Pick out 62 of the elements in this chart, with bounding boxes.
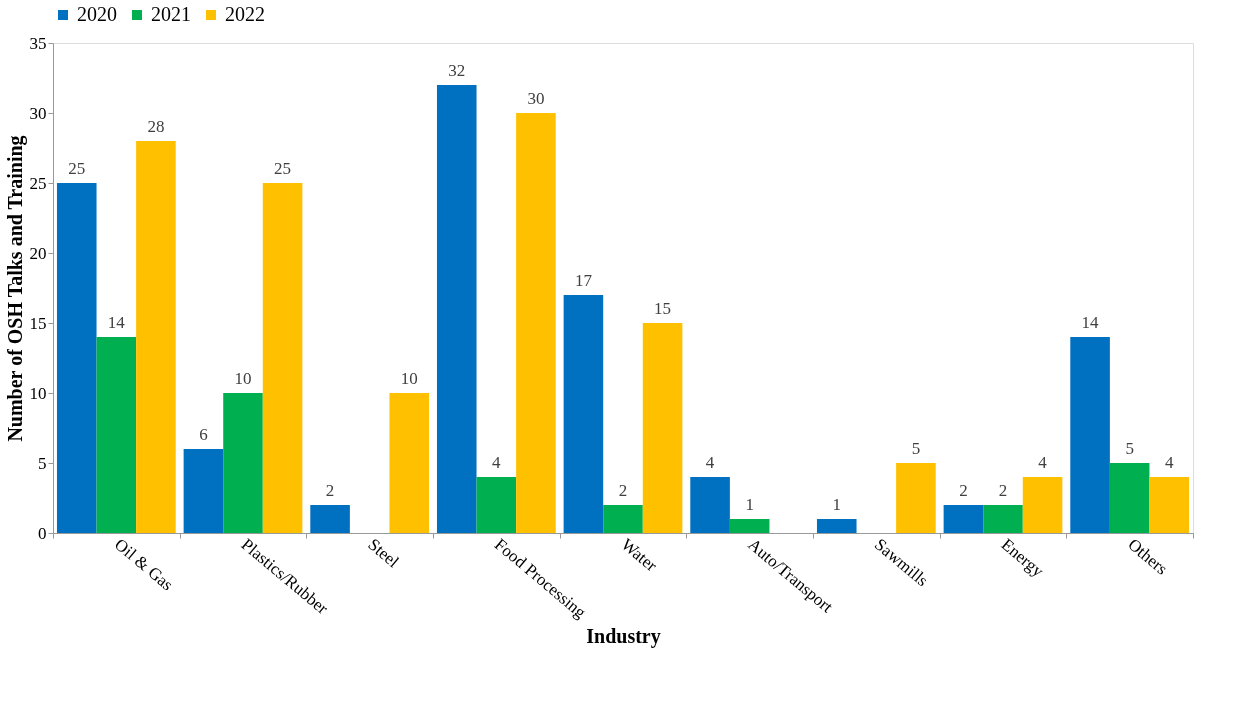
bar	[983, 505, 1023, 533]
bar	[262, 183, 303, 533]
data-label: 2	[618, 481, 628, 500]
bar	[642, 323, 683, 533]
data-label: 32	[448, 61, 466, 80]
data-label: 25	[68, 159, 86, 178]
y-tick-label: 25	[29, 173, 47, 193]
y-tick-label: 35	[29, 33, 47, 53]
data-label: 4	[1165, 453, 1174, 472]
bar	[223, 393, 263, 533]
bar	[729, 519, 770, 533]
y-tick-label: 20	[29, 243, 47, 263]
data-label: 28	[147, 117, 165, 136]
data-label: 10	[234, 369, 252, 388]
bar	[1070, 337, 1110, 533]
bar	[476, 477, 517, 533]
y-tick-label: 15	[29, 313, 47, 333]
x-axis-title: Industry	[586, 625, 661, 649]
bar	[563, 295, 604, 533]
data-label: 2	[998, 481, 1008, 500]
data-label: 14	[107, 313, 126, 332]
x-tick-label: Oil & Gas	[111, 534, 177, 595]
data-label: 5	[911, 439, 921, 458]
y-tick-label: 5	[38, 453, 47, 473]
data-label: 2	[325, 481, 335, 500]
data-label: 1	[832, 495, 841, 514]
data-label: 15	[654, 299, 672, 318]
data-label: 4	[492, 453, 502, 472]
y-tick-label: 0	[38, 523, 47, 543]
data-label: 17	[574, 271, 593, 290]
bar	[56, 183, 97, 533]
data-label: 6	[199, 425, 208, 444]
bar	[436, 85, 477, 533]
bar	[603, 505, 643, 533]
data-label: 4	[705, 453, 715, 472]
bar	[690, 477, 730, 533]
y-tick-label: 30	[29, 103, 47, 123]
y-tick-label: 10	[29, 383, 47, 403]
bar	[1149, 477, 1190, 533]
data-label: 5	[1125, 439, 1134, 458]
bar	[183, 449, 224, 533]
data-label: 4	[1038, 453, 1048, 472]
data-label: 14	[1081, 313, 1100, 332]
bar	[136, 141, 176, 533]
y-axis-title: Number of OSH Talks and Training	[3, 135, 27, 442]
data-label: 1	[745, 495, 754, 514]
legend-label: 2020	[77, 3, 117, 25]
bar	[96, 337, 137, 533]
bar	[896, 463, 936, 533]
bar	[816, 519, 857, 533]
bar	[389, 393, 430, 533]
data-label: 25	[274, 159, 292, 178]
data-label: 30	[527, 89, 545, 108]
bar	[516, 113, 556, 533]
bar	[943, 505, 984, 533]
bar	[310, 505, 350, 533]
data-label: 10	[400, 369, 418, 388]
bar	[1109, 463, 1150, 533]
bar	[1022, 477, 1063, 533]
legend-label: 2021	[151, 3, 191, 25]
legend-label: 2022	[225, 3, 265, 25]
data-label: 2	[959, 481, 968, 500]
